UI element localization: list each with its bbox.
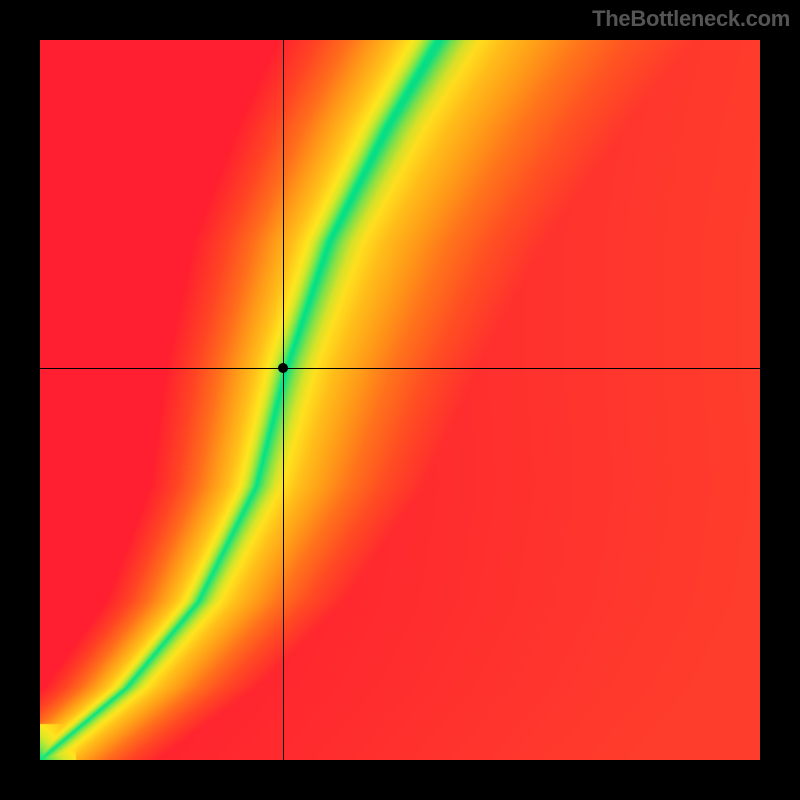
heatmap-plot <box>40 40 760 760</box>
crosshair-horizontal <box>40 368 760 369</box>
heatmap-canvas <box>40 40 760 760</box>
crosshair-marker[interactable] <box>278 363 288 373</box>
figure-frame: TheBottleneck.com <box>0 0 800 800</box>
watermark-text: TheBottleneck.com <box>592 6 790 32</box>
crosshair-vertical <box>283 40 284 760</box>
